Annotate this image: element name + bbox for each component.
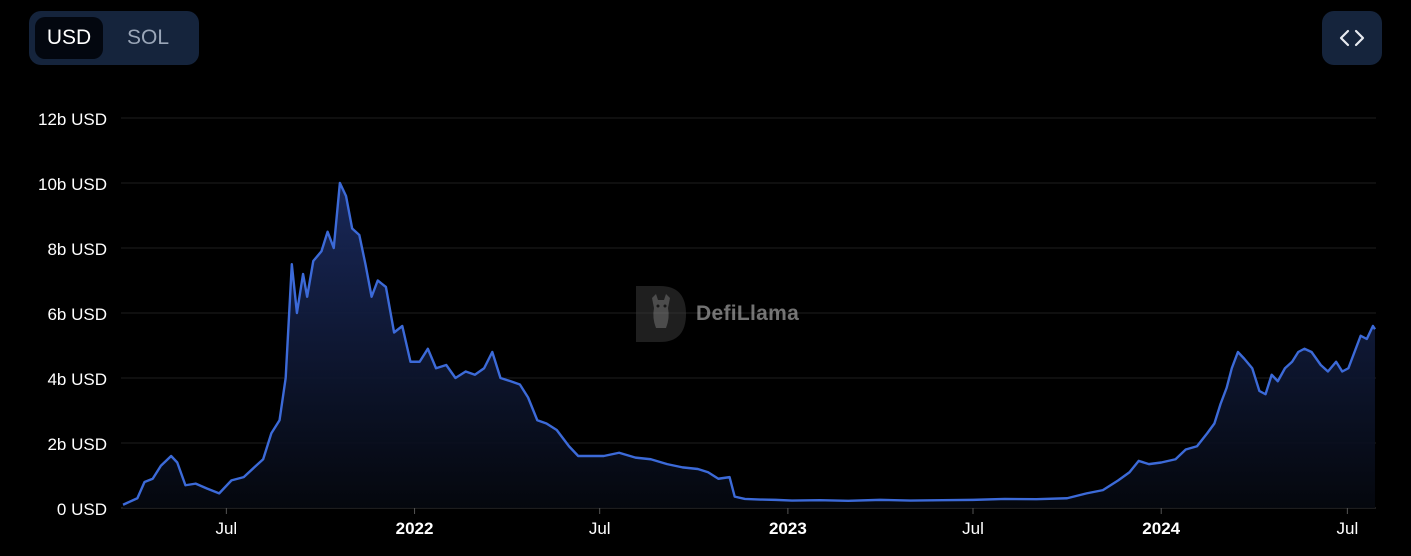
x-tick-label: Jul (589, 519, 611, 538)
defillama-watermark: DefiLlama (634, 284, 799, 344)
x-tick-label: Jul (962, 519, 984, 538)
x-tick-label: 2024 (1142, 519, 1180, 538)
x-tick-label: Jul (215, 519, 237, 538)
x-tick-label: 2022 (396, 519, 434, 538)
y-tick-label: 8b USD (47, 240, 107, 259)
chart-area (122, 181, 1376, 508)
y-axis: 0 USD 2b USD 4b USD 6b USD 8b USD 10b USD 12b … (38, 110, 107, 519)
code-icon (1339, 29, 1365, 47)
y-tick-label: 2b USD (47, 435, 107, 454)
embed-button[interactable] (1322, 11, 1382, 65)
usd-toggle-button[interactable]: USD (35, 17, 103, 59)
watermark-text: DefiLlama (696, 302, 800, 325)
x-tick-label: 2023 (769, 519, 807, 538)
y-tick-label: 10b USD (38, 175, 107, 194)
y-tick-label: 12b USD (38, 110, 107, 129)
series-line (122, 181, 1376, 506)
y-tick-label: 4b USD (47, 370, 107, 389)
llama-logo-icon (636, 286, 686, 342)
y-tick-label: 6b USD (47, 305, 107, 324)
currency-toggle: USD SOL (29, 11, 199, 65)
sol-toggle-button[interactable]: SOL (126, 26, 170, 49)
x-axis: Jul 2022 Jul 2023 Jul 2024 Jul (215, 508, 1358, 538)
series-area (123, 183, 1375, 508)
x-tick-label: Jul (1336, 519, 1358, 538)
y-tick-label: 0 USD (57, 500, 107, 519)
